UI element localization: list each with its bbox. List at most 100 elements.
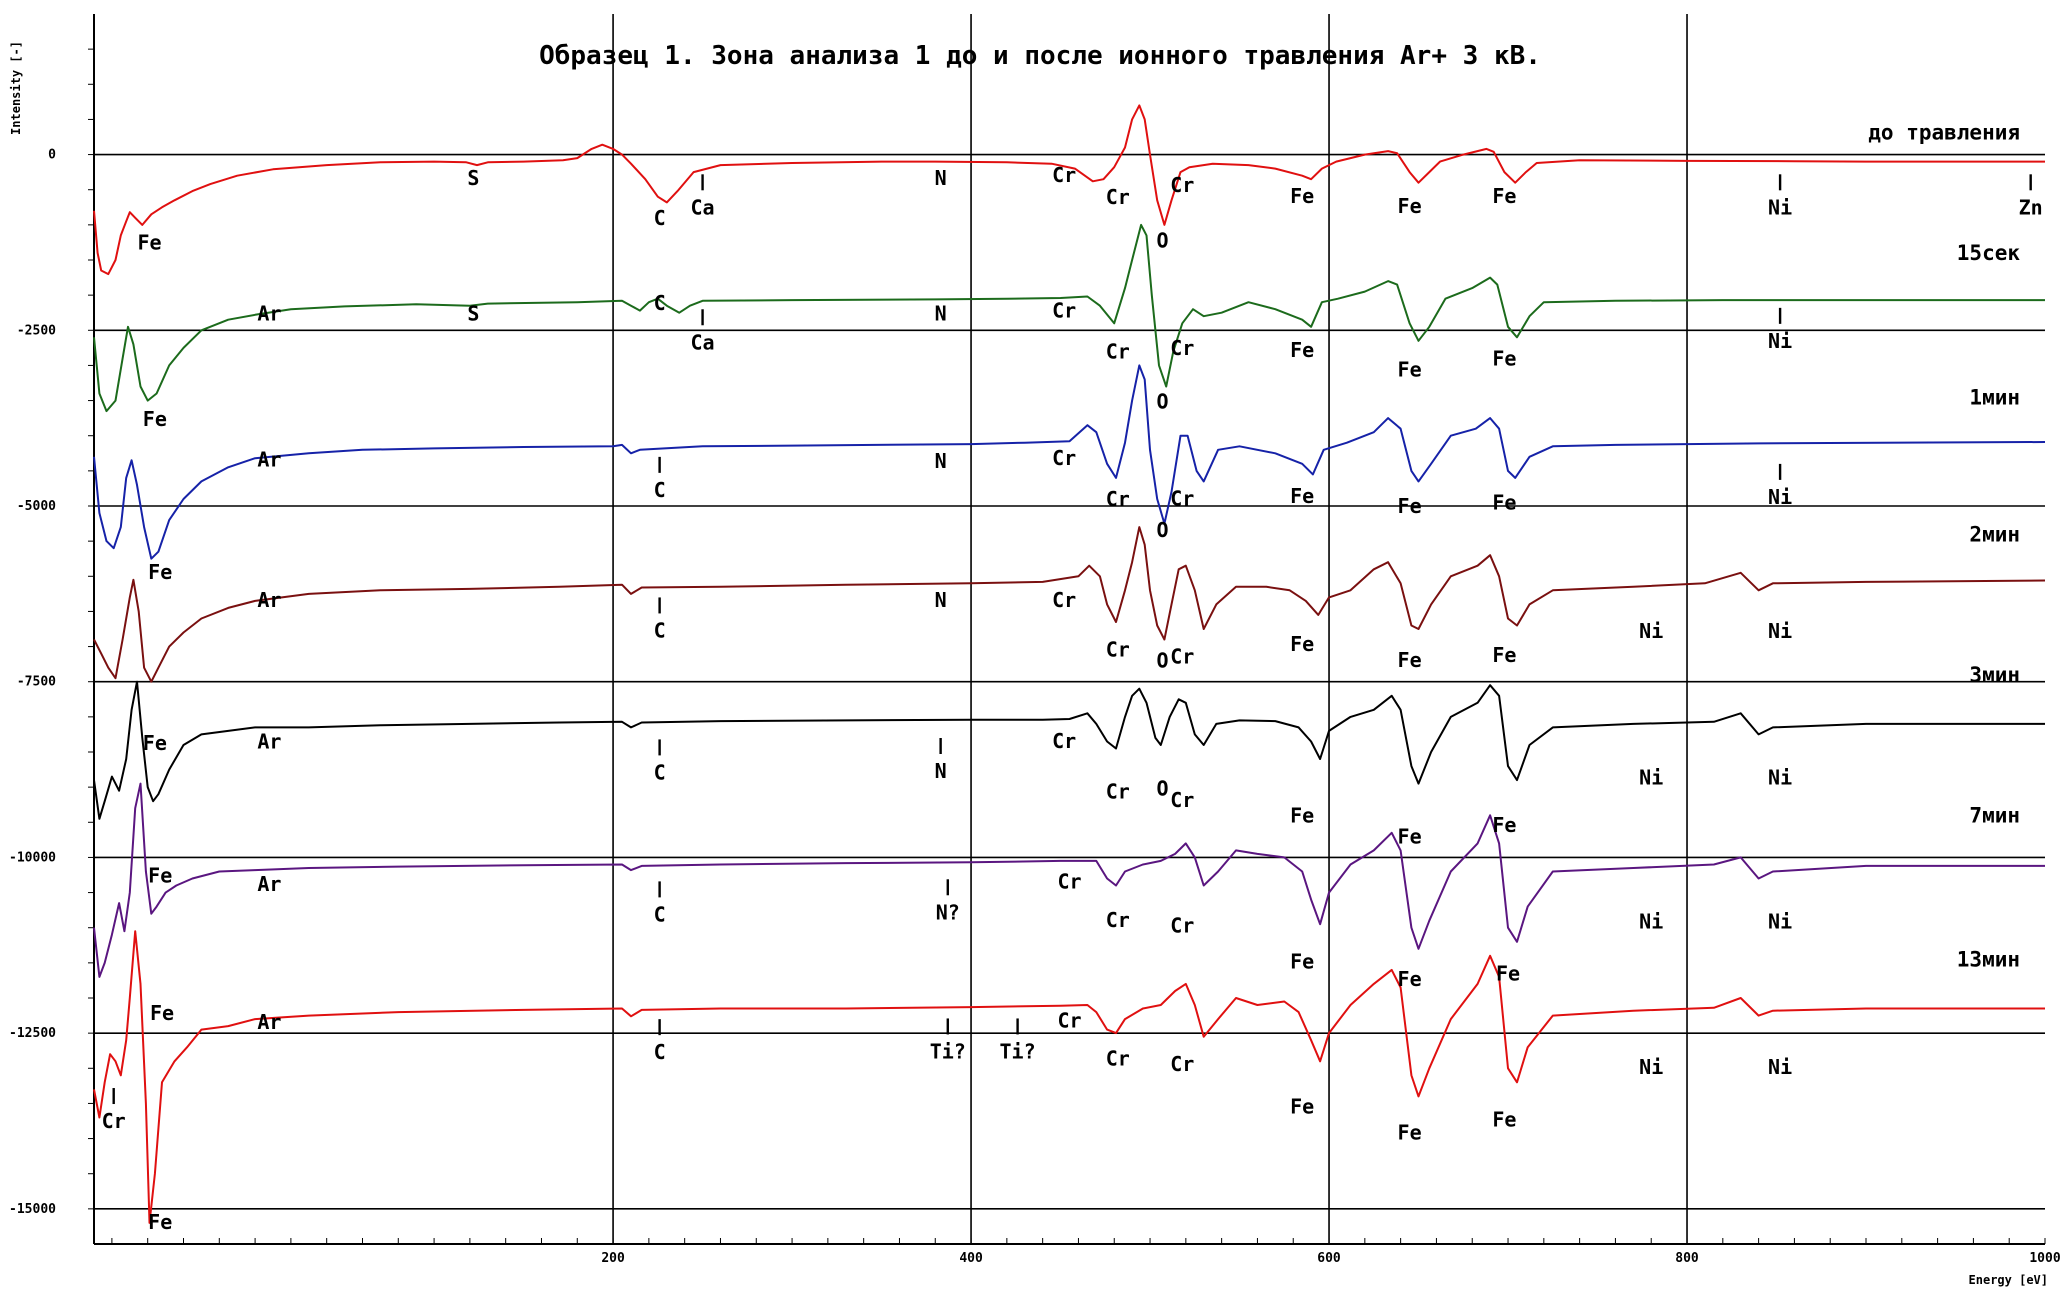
element-label: Ni [1639, 619, 1663, 643]
element-label: Fe [1492, 1108, 1516, 1132]
element-label: Ni [1768, 765, 1792, 789]
element-label: Cr [1052, 729, 1076, 753]
element-label: Fe [1290, 803, 1314, 827]
x-tick-label: 1000 [2029, 1251, 2060, 1266]
x-tick-label: 800 [1675, 1251, 1699, 1266]
element-label: Fe [1398, 358, 1422, 382]
series-label: 3мин [1969, 663, 2020, 687]
element-label: C [654, 1040, 666, 1064]
element-label: Fe [1398, 1120, 1422, 1144]
series-label: 15сек [1957, 241, 2021, 265]
element-label: Cr [1057, 869, 1081, 893]
element-label: Ni [1768, 485, 1792, 509]
element-label: Ar [257, 588, 281, 612]
element-label: Fe [1492, 184, 1516, 208]
series-line [93, 223, 2045, 413]
x-tick-label: 600 [1317, 1251, 1341, 1266]
element-label: Fe [1398, 648, 1422, 672]
element-label: Fe [1492, 491, 1516, 515]
element-label: Cr [1052, 588, 1076, 612]
series-line [93, 526, 2046, 683]
element-label: Fe [1398, 967, 1422, 991]
element-label: Cr [1170, 914, 1194, 938]
element-label: Cr [1170, 644, 1194, 668]
series-layer: до травления 15сек 1мин 2мин 3мин 7мин 13мин [93, 104, 2046, 1224]
y-tick-label: -2500 [17, 323, 56, 338]
element-label: Fe [1496, 961, 1520, 985]
chart-title: Образец 1. Зона анализа 1 до и после ион… [539, 41, 1541, 71]
x-tick-label: 200 [601, 1251, 625, 1266]
element-label: Ar [257, 1010, 281, 1034]
element-label: Fe [1398, 824, 1422, 848]
element-label: Fe [148, 1210, 172, 1234]
element-label: Ni [1768, 909, 1792, 933]
x-tick-label: 400 [959, 1251, 983, 1266]
element-label: Zn [2019, 195, 2043, 219]
element-label: C [654, 478, 666, 502]
element-label: Fe [1492, 813, 1516, 837]
element-label: Cr [1052, 446, 1076, 470]
element-label: Fe [1290, 949, 1314, 973]
element-label: Ti? [1000, 1039, 1036, 1063]
element-label: Ni [1768, 195, 1792, 219]
element-label: Cr [1052, 163, 1076, 187]
element-label: N? [936, 900, 960, 924]
element-label: Ni [1639, 765, 1663, 789]
element-label: Fe [1492, 643, 1516, 667]
element-label: Cr [102, 1109, 126, 1133]
element-label: Cr [1170, 486, 1194, 510]
element-label: S [467, 166, 479, 190]
y-tick-label: -10000 [9, 850, 56, 865]
element-label: Cr [1170, 336, 1194, 360]
element-label: N [935, 759, 947, 783]
element-label: C [654, 291, 666, 315]
y-tick-label: -7500 [17, 675, 56, 690]
element-label: Ca [691, 195, 715, 219]
element-label: C [654, 206, 666, 230]
element-label: Ar [257, 301, 281, 325]
element-label: Cr [1057, 1009, 1081, 1033]
element-label: Ni [1768, 619, 1792, 643]
element-label: Fe [143, 731, 167, 755]
element-label: Fe [150, 1001, 174, 1025]
element-label: Fe [137, 230, 161, 254]
element-label: Fe [1398, 194, 1422, 218]
series-label: 13мин [1957, 948, 2020, 972]
element-label: N [935, 588, 947, 612]
x-axis-label: Energy [eV] [1969, 1273, 2048, 1287]
series-line [93, 930, 2045, 1224]
element-label: Fe [1290, 1094, 1314, 1118]
y-tick-label: -5000 [17, 499, 56, 514]
y-tick-label: -15000 [9, 1202, 56, 1217]
element-label: Cr [1106, 779, 1130, 803]
element-label: Cr [1106, 185, 1130, 209]
element-label: Ni [1639, 1055, 1663, 1079]
element-label: Ni [1768, 329, 1792, 353]
series-line [93, 782, 2045, 978]
element-label: Cr [1170, 173, 1194, 197]
grid-layer: 0 -2500 -5000 -7500 -10000 -12500 -15000 200 400… [9, 14, 2061, 1266]
element-label: Fe [148, 864, 172, 888]
element-label: Cr [1106, 339, 1130, 363]
element-label: Ar [257, 872, 281, 896]
element-label: S [467, 301, 479, 325]
element-label: Fe [1492, 346, 1516, 370]
element-label: Cr [1170, 788, 1194, 812]
element-label: C [654, 760, 666, 784]
element-label: Fe [1290, 184, 1314, 208]
element-label: Fe [148, 560, 172, 584]
series-line [93, 364, 2046, 560]
element-label: Ar [257, 448, 281, 472]
element-label: Fe [1290, 632, 1314, 656]
y-tick-label: -12500 [9, 1026, 56, 1041]
element-label: C [654, 618, 666, 642]
element-label: O [1157, 228, 1169, 252]
series-label: 2мин [1969, 522, 2020, 546]
series-label: до травления [1868, 121, 2020, 145]
element-label: N [935, 449, 947, 473]
series-line [93, 104, 2045, 276]
series-label: 1мин [1969, 385, 2020, 409]
